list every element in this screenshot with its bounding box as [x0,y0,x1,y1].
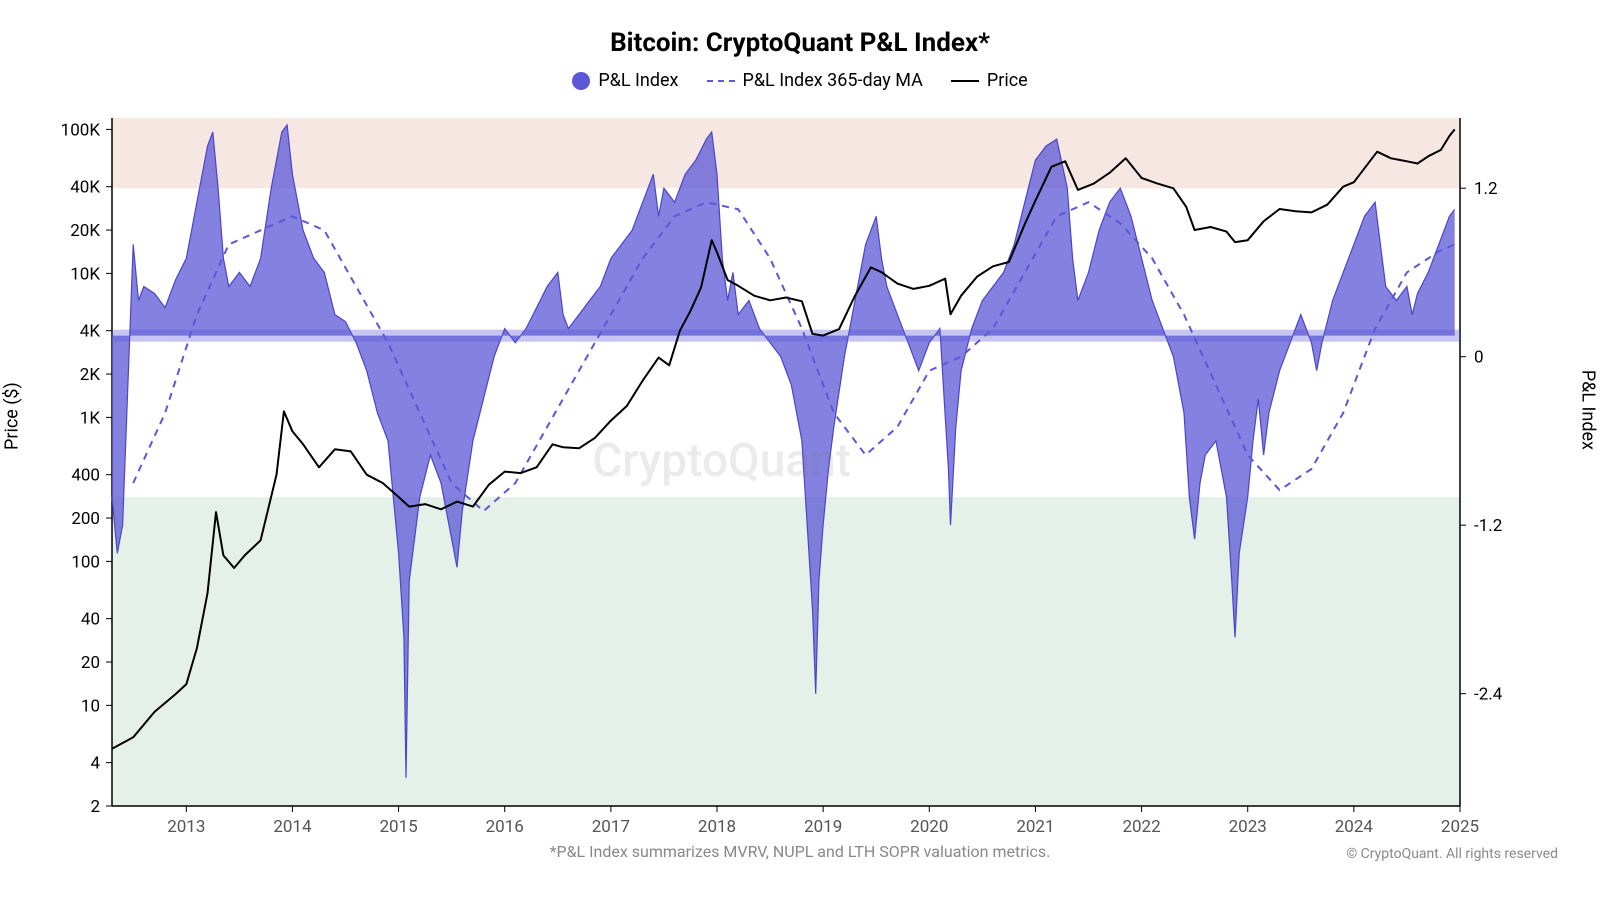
y-left-axis-label: Price ($) [2,382,23,450]
svg-text:10K: 10K [70,264,100,284]
svg-text:40K: 40K [70,178,100,198]
legend-label: Price [987,70,1028,91]
svg-text:2023: 2023 [1229,817,1267,837]
svg-text:200: 200 [71,509,100,529]
copyright: © CryptoQuant. All rights reserved [1346,846,1558,862]
y-right-axis-label: P&L Index [1578,370,1599,450]
svg-text:4: 4 [90,754,100,774]
svg-text:2K: 2K [80,365,101,385]
solid-line-icon [951,80,979,82]
svg-text:4K: 4K [80,322,101,342]
svg-text:20K: 20K [70,221,100,241]
legend: P&L Index P&L Index 365-day MA Price [0,70,1600,91]
pnl-fill-icon [572,72,590,90]
svg-text:40: 40 [81,610,100,630]
svg-text:2021: 2021 [1016,817,1054,837]
svg-text:2014: 2014 [273,817,312,837]
svg-text:100: 100 [71,552,100,572]
dash-line-icon [707,80,735,82]
svg-text:2013: 2013 [167,817,205,837]
svg-text:2024: 2024 [1335,817,1374,837]
chart-svg: 241020401002004001K2K4K10K20K40K100K-2.4… [112,118,1460,806]
legend-label: P&L Index 365-day MA [743,70,923,91]
svg-text:400: 400 [71,466,100,486]
chart-title: Bitcoin: CryptoQuant P&L Index* [0,28,1600,58]
svg-text:2019: 2019 [804,817,842,837]
svg-text:10: 10 [81,696,100,716]
svg-text:2025: 2025 [1441,817,1479,837]
svg-text:-2.4: -2.4 [1474,685,1503,705]
legend-item-ma: P&L Index 365-day MA [707,70,923,91]
svg-text:2020: 2020 [910,817,948,837]
svg-text:20: 20 [81,653,100,673]
svg-text:2: 2 [90,797,100,817]
legend-label: P&L Index [598,70,678,91]
legend-item-price: Price [951,70,1028,91]
svg-text:2017: 2017 [592,817,630,837]
legend-item-pnl: P&L Index [572,70,678,91]
svg-text:-1.2: -1.2 [1474,516,1502,536]
svg-text:2015: 2015 [379,817,417,837]
svg-text:2016: 2016 [486,817,524,837]
svg-text:1.2: 1.2 [1474,179,1498,199]
svg-text:1K: 1K [80,408,101,428]
svg-text:2022: 2022 [1122,817,1160,837]
svg-text:0: 0 [1474,348,1484,368]
svg-text:2018: 2018 [698,817,736,837]
plot-area: 241020401002004001K2K4K10K20K40K100K-2.4… [112,118,1460,806]
svg-text:100K: 100K [61,120,101,140]
chart-root: Bitcoin: CryptoQuant P&L Index* P&L Inde… [0,0,1600,900]
